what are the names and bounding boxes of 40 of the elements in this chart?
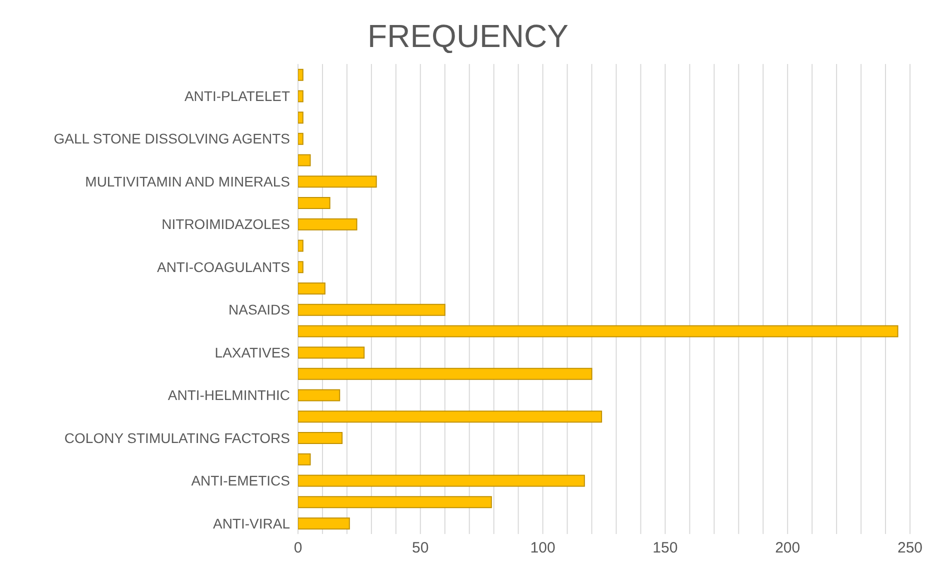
y-tick-label: COLONY STIMULATING FACTORS [64, 430, 290, 446]
bar [298, 389, 340, 402]
y-tick-label: ANTI-EMETICS [191, 472, 290, 489]
y-tick-label: NASAIDS [228, 302, 290, 318]
bar [298, 218, 358, 230]
y-tick-label: GALL STONE DISSOLVING AGENTS [54, 130, 290, 147]
bar [298, 261, 304, 274]
y-tick-label: NITROIMIDAZOLES [162, 216, 290, 232]
bar [298, 410, 602, 423]
bar [298, 176, 377, 188]
x-tick-label: 200 [775, 540, 800, 557]
chart-title: FREQUENCY [366, 17, 570, 56]
bar [298, 112, 304, 124]
bar [298, 240, 304, 252]
bar [298, 132, 304, 145]
y-tick-label: ANTI-COAGULANTS [156, 258, 290, 275]
x-tick-label: 150 [652, 540, 678, 557]
x-tick-label: 100 [530, 540, 556, 557]
bar [298, 368, 592, 380]
y-tick-label: MULTIVITAMIN AND MINERALS [85, 173, 290, 190]
y-tick-label: LAXATIVES [214, 344, 290, 360]
bar [298, 304, 446, 316]
bar [298, 346, 365, 359]
x-tick-label: 250 [897, 540, 923, 557]
x-tick-label: 50 [412, 540, 429, 557]
bar [298, 90, 304, 102]
y-tick-label: ANTI-HELMINTHIC [168, 387, 290, 404]
bar [298, 496, 492, 508]
y-tick-label: ANTI-VIRAL [212, 515, 290, 532]
bar [298, 325, 898, 338]
y-tick-label: ANTI-PLATELET [184, 88, 290, 104]
bar [298, 197, 330, 210]
bar [298, 282, 326, 294]
bar [298, 68, 304, 81]
x-tick-label: 0 [294, 540, 302, 557]
bar [298, 432, 343, 444]
bar [298, 154, 311, 166]
bar [298, 474, 585, 487]
bar [298, 517, 350, 530]
bar [298, 453, 311, 466]
